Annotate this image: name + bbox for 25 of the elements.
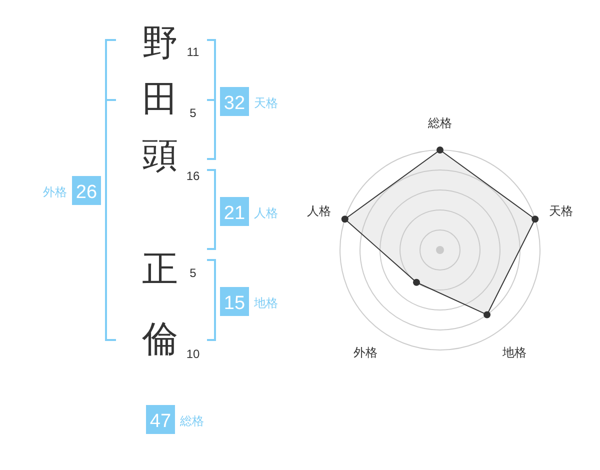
data-label: 5 — [190, 106, 197, 120]
text: 天格 — [254, 96, 278, 110]
text: 人格 — [254, 206, 278, 220]
spoke-label: 総格 — [427, 116, 452, 130]
text: 32 — [224, 93, 246, 114]
category-label: 頭 — [142, 134, 178, 175]
spoke-label: 地格 — [502, 346, 527, 360]
text: 地格 — [253, 296, 278, 310]
data-label: 10 — [186, 347, 200, 361]
category-label: 正 — [142, 248, 178, 289]
text: 26 — [76, 182, 98, 203]
data-label: 11 — [186, 45, 200, 59]
spoke-label: 外格 — [353, 346, 378, 360]
spoke-label: 天格 — [548, 204, 573, 218]
category-label: 田 — [142, 78, 178, 119]
text: 47 — [150, 411, 172, 432]
text: 15 — [224, 293, 246, 314]
spoke-label: 人格 — [307, 204, 332, 218]
text: 総格 — [179, 414, 204, 428]
category-label: 野 — [142, 22, 178, 63]
text: 21 — [224, 203, 246, 224]
category-label: 倫 — [141, 318, 178, 359]
data-label: 16 — [186, 169, 200, 183]
data-label: 5 — [190, 266, 197, 280]
text: 外格 — [43, 185, 67, 199]
